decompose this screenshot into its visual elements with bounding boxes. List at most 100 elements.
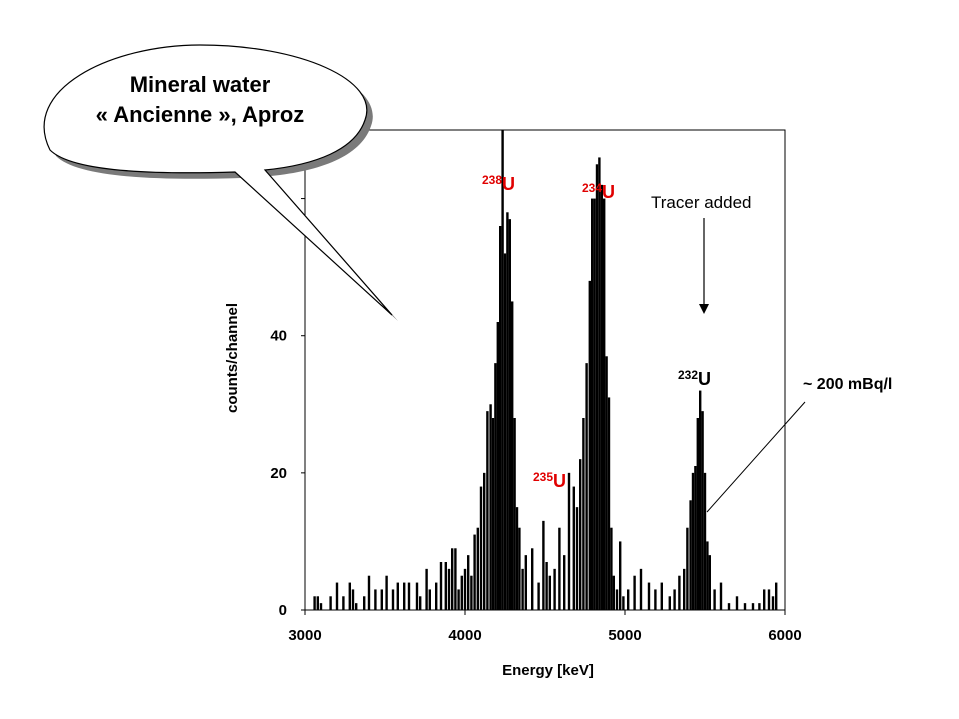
spectrum-bar [567, 472, 571, 610]
spectrum-bar [486, 411, 489, 610]
spectrum-bar [639, 568, 643, 610]
u238-element: U [502, 174, 515, 194]
label-u234: 234U [582, 181, 615, 202]
spectrum-bar [706, 541, 709, 610]
spectrum-bar [451, 548, 454, 610]
spectrum-bar [603, 198, 606, 610]
spectrum-bar [660, 582, 663, 610]
activity-label: ~ 200 mBq/l [803, 376, 892, 393]
spectrum-bar [351, 589, 355, 610]
plot-frame [304, 129, 786, 611]
spectrum-bar [767, 589, 771, 610]
spectrum-bar [558, 527, 561, 610]
spectrum-bar [683, 568, 686, 610]
spectrum-bar [313, 596, 316, 610]
spectrum-bar [600, 184, 603, 611]
activity-pointer-line [706, 401, 806, 513]
spectrum-bar [470, 575, 473, 610]
callout-line-1: Mineral water [130, 72, 271, 97]
spectrum-bar [428, 589, 431, 610]
spectrum-bar [467, 555, 470, 610]
spectrum-bar [591, 198, 594, 610]
label-u238: 238U [482, 173, 515, 194]
spectrum-bar [605, 356, 608, 610]
spectrum-bar [447, 568, 451, 610]
spectrum-bar [582, 418, 585, 610]
spectrum-bar [775, 582, 778, 610]
spectrum-bar [588, 280, 591, 610]
callout-body [43, 44, 393, 316]
x-tick-label: 6000 [768, 627, 801, 644]
spectrum-bar [647, 582, 651, 610]
x-tick-label: 5000 [608, 627, 641, 644]
callout-bubble: Mineral water « Ancienne », Aproz [43, 44, 399, 321]
spectrum-bar [496, 322, 499, 610]
spectrum-bar [689, 500, 692, 610]
spectrum-bar [460, 575, 463, 610]
spectrum-bar [407, 582, 411, 610]
tracer-label: Tracer added [651, 193, 751, 212]
spectrum-bar [391, 589, 395, 610]
spectrum-bar [521, 568, 524, 610]
spectrum-bar [319, 603, 323, 610]
spectrum-bar [537, 582, 540, 610]
spectrum-bar [701, 411, 704, 610]
spectrum-bar [619, 541, 622, 610]
spectrum-bar [385, 575, 388, 610]
spectrum-bar [607, 397, 611, 610]
spectrum-bar [454, 548, 457, 610]
spectrum-bar [355, 603, 358, 610]
spectrum-bar [342, 596, 345, 610]
spectrum-bar [579, 459, 582, 610]
spectrum-bar [708, 555, 711, 610]
spectrum-bar [335, 582, 339, 610]
y-tick-label: 40 [270, 328, 287, 345]
spectrum-bar [425, 568, 428, 610]
spectrum-bar [610, 527, 613, 610]
spectrum-bar [435, 582, 438, 610]
x-axis-ticks: 3000 4000 5000 6000 [288, 610, 802, 644]
u234-mass: 234 [582, 181, 602, 195]
spectrum-bar [735, 596, 739, 610]
u235-element: U [553, 471, 566, 491]
spectrum-bar [668, 596, 671, 610]
spectrum-bar [595, 164, 599, 611]
spectrum-bar [572, 486, 575, 610]
spectrum-bar [612, 575, 615, 610]
spectrum-bar [419, 596, 422, 610]
spectrum-bar [673, 589, 676, 610]
spectrum-bar [686, 527, 689, 610]
y-axis-ticks: 0204060 [270, 191, 305, 619]
spectrum-bar [473, 534, 476, 610]
u232-element: U [698, 369, 711, 389]
spectrum-bar [763, 589, 766, 610]
spectrum-bar [329, 596, 332, 610]
spectrum-bar [515, 507, 519, 610]
spectrum-bar [503, 253, 507, 610]
spectrum-bar [553, 568, 556, 610]
spectrum-bar [479, 486, 483, 610]
spectrum-bar [491, 418, 495, 610]
spectrum-bar [403, 582, 406, 610]
spectrum-bar [563, 555, 566, 610]
spectrum-bar [548, 575, 551, 610]
spectrum-bar [633, 575, 636, 610]
spectrum-bar [316, 596, 319, 610]
u238-mass: 238 [482, 173, 502, 187]
spectrum-bar [703, 472, 707, 610]
spectrum-bar [694, 466, 697, 610]
spectrum-bar [483, 472, 486, 610]
y-tick-label: 20 [270, 465, 287, 482]
spectrum-bar [598, 157, 601, 610]
spectrum-bar [691, 472, 695, 610]
spectrum-bar [463, 568, 467, 610]
spectrum-bar [489, 404, 492, 610]
spectrum-bar [374, 589, 377, 610]
spectrum-bar [627, 589, 630, 610]
u232-mass: 232 [678, 368, 698, 382]
spectrum-bar [678, 575, 681, 610]
spectrum-bar [511, 301, 514, 610]
spectrum-bar [444, 562, 447, 610]
spectrum-bar [524, 555, 527, 610]
spectrum-bar [654, 589, 657, 610]
